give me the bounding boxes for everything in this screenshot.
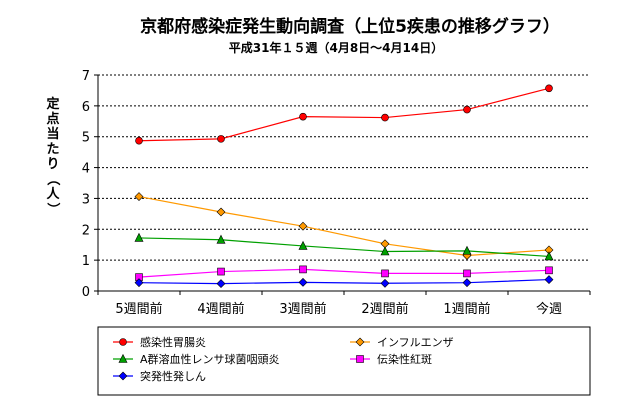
legend-item: A群溶血性レンサ球菌咽頭炎: [113, 352, 280, 366]
data-point: [545, 266, 553, 275]
y-tick-label: 3: [82, 192, 90, 207]
x-tick-label: 今週: [536, 301, 562, 317]
data-point: [463, 105, 471, 114]
legend-label: 感染性胃腸炎: [140, 335, 206, 349]
x-tick-label: 4週間前: [197, 301, 244, 317]
data-point: [135, 136, 143, 145]
x-tick-label: 5週間前: [115, 301, 162, 317]
data-point: [381, 113, 389, 122]
axes: [97, 75, 590, 292]
series-2: [134, 192, 554, 260]
y-tick-label: 5: [82, 131, 90, 146]
data-point: [216, 279, 226, 289]
legend-label: 突発性発しん: [140, 369, 206, 383]
data-point: [463, 269, 471, 278]
legend-box: [97, 326, 591, 396]
data-point: [216, 234, 226, 244]
x-tick-label: 1週間前: [443, 301, 490, 317]
data-point: [299, 265, 307, 274]
series-line: [138, 278, 550, 285]
legend-label: インフルエンザ: [377, 336, 454, 349]
data-point: [380, 246, 390, 256]
x-tick-label: 2週間前: [361, 301, 408, 317]
legend-swatch-marker: [118, 371, 128, 381]
y-axis-label-char: 定: [45, 96, 59, 112]
data-point: [544, 275, 554, 285]
data-point: [544, 251, 554, 261]
data-point: [380, 278, 390, 288]
data-point: [462, 278, 472, 288]
data-point: [545, 84, 553, 93]
chart-title: 京都府感染症発生動向調査（上位5疾患の推移グラフ）: [140, 16, 560, 37]
y-axis-label-char: ）: [45, 202, 61, 215]
data-point: [217, 135, 225, 143]
y-tick-label: 4: [82, 162, 90, 177]
y-axis-label-char: た: [46, 142, 59, 157]
series-line: [138, 195, 550, 257]
y-ticks: 0 1 2 3 4 5 6 7: [82, 69, 98, 300]
data-point: [381, 269, 389, 278]
legend-label: A群溶血性レンサ球菌咽頭炎: [140, 352, 280, 366]
y-axis-label-char: 人: [46, 186, 60, 202]
legend-item: 感染性胃腸炎: [113, 335, 206, 349]
legend-swatch-marker: [356, 355, 364, 363]
series: [134, 84, 554, 289]
legend-swatch-marker: [119, 338, 127, 346]
grid: [98, 74, 590, 261]
series-line: [138, 268, 550, 278]
data-point: [134, 232, 144, 242]
series-3: [134, 232, 554, 261]
data-point: [298, 277, 308, 287]
y-tick-label: 2: [82, 223, 90, 238]
legend-label: 伝染性紅斑: [377, 352, 432, 366]
data-point: [298, 221, 308, 231]
x-ticks: 5週間前 4週間前 3週間前 2週間前 1週間前 今週: [97, 291, 591, 317]
data-point: [298, 240, 308, 250]
y-axis-label-char: （: [45, 172, 61, 185]
y-axis-label-char: 点: [46, 111, 59, 127]
y-tick-label: 6: [82, 100, 90, 115]
data-point: [134, 278, 144, 288]
legend-item: 突発性発しん: [113, 369, 206, 383]
legend-item: 伝染性紅斑: [350, 352, 432, 366]
series-line: [138, 237, 550, 258]
data-point: [299, 112, 307, 121]
series-5: [134, 275, 554, 289]
series-1: [135, 84, 553, 145]
y-axis-label-char: り: [46, 157, 59, 172]
y-tick-label: 1: [82, 254, 90, 269]
legend-swatch-marker: [355, 337, 365, 347]
data-point: [216, 207, 226, 217]
series-line: [138, 87, 550, 142]
series-4: [135, 265, 553, 281]
y-tick-label: 7: [82, 69, 90, 84]
y-axis-label-char: 当: [46, 126, 59, 142]
x-tick-label: 3週間前: [279, 301, 326, 317]
data-point: [462, 245, 472, 255]
chart-subtitle: 平成31年１５週（4月8日～4月14日）: [229, 40, 443, 55]
data-point: [217, 267, 225, 276]
legend-item: インフルエンザ: [350, 336, 454, 349]
y-tick-label: 0: [82, 285, 90, 300]
legend-swatch-marker: [118, 353, 128, 363]
data-point: [134, 192, 144, 202]
